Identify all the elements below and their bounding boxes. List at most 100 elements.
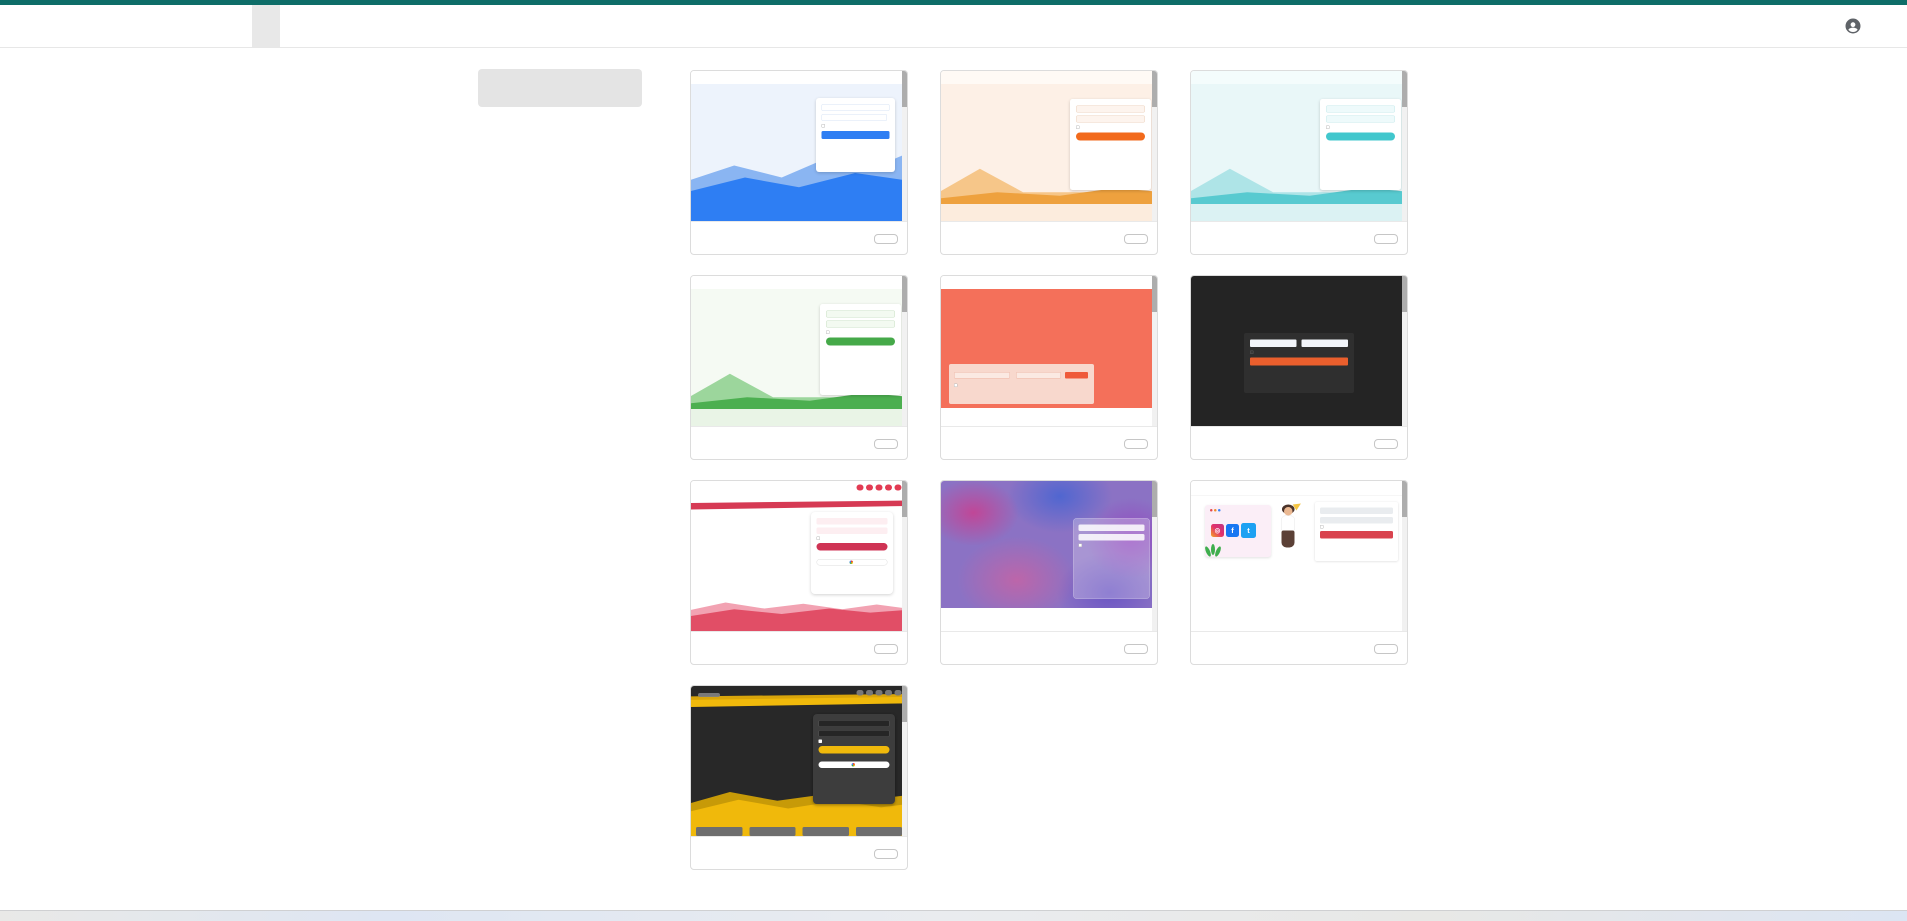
nav-item-appearance[interactable] (252, 5, 280, 47)
theme-preview-creon-v1 (691, 686, 907, 837)
edit-code-button[interactable] (874, 438, 898, 449)
preview-password-input (1326, 115, 1395, 123)
mountain-strip (941, 204, 1157, 221)
preview-password-input (1016, 372, 1061, 379)
preview-signin-button (816, 543, 888, 551)
sidebar-item-blogs[interactable] (478, 195, 642, 233)
preview-login-form (813, 714, 895, 804)
sidebar-item-integrations[interactable] (478, 279, 642, 317)
active-theme-badge (698, 693, 720, 697)
preview-login-button (826, 337, 895, 346)
nav-item-tickets[interactable] (112, 5, 140, 47)
card-footer (1191, 632, 1407, 665)
theme-preview-clementine-green (1191, 71, 1407, 222)
nav-item-orders[interactable] (28, 5, 56, 47)
preview-scrollbar (902, 276, 907, 426)
preview-signin-button (1065, 372, 1088, 379)
nav-item-users[interactable] (0, 5, 28, 47)
edit-code-button[interactable] (1124, 438, 1148, 449)
preview-checkbox (1326, 125, 1330, 129)
preview-content (941, 276, 1157, 426)
preview-checkbox (826, 330, 830, 334)
preview-checkbox (816, 536, 820, 540)
preview-nav-pills (856, 484, 902, 491)
sidebar-item-languages[interactable] (478, 153, 642, 191)
edit-code-button[interactable] (1124, 233, 1148, 244)
preview-username-input (826, 310, 895, 318)
preview-scrollbar (902, 686, 907, 836)
preview-google-button (816, 559, 888, 566)
theme-preview-simplify-blue (691, 71, 907, 222)
edit-code-button[interactable] (874, 848, 898, 859)
appearance-sidebar (478, 69, 642, 405)
preview-password-input (821, 114, 887, 121)
preview-headline (698, 522, 810, 531)
theme-preview-clementine (941, 71, 1157, 222)
preview-login-form (1073, 518, 1150, 599)
wave-shape (691, 694, 907, 707)
feature-cards (696, 827, 902, 836)
preview-password-input (1301, 339, 1348, 347)
google-icon (849, 560, 853, 564)
preview-content: ◎ f t (1191, 481, 1407, 631)
card-footer (691, 222, 907, 255)
nav-item-reports[interactable] (224, 5, 252, 47)
theme-card-clementine (940, 70, 1158, 255)
preview-content (691, 481, 907, 631)
theme-preview-simplify-v2 (691, 481, 907, 632)
preview-username-input (1078, 524, 1145, 531)
preview-login-form (816, 98, 895, 172)
preview-password-input (818, 730, 890, 737)
card-footer (941, 427, 1157, 460)
preview-username-input (1250, 339, 1297, 347)
main-nav (0, 5, 1907, 48)
theme-card-xblur (940, 480, 1158, 665)
nav-item-services[interactable] (56, 5, 84, 47)
nav-item-child-panels[interactable] (168, 5, 196, 47)
preview-header (691, 686, 907, 699)
preview-checkbox (821, 124, 825, 128)
wave-shape (691, 597, 907, 631)
preview-scrollbar (902, 71, 907, 221)
preview-password-input (1320, 517, 1393, 524)
sidebar-item-themes[interactable] (478, 69, 642, 107)
card-footer (1191, 427, 1407, 460)
twitter-icon: t (1241, 523, 1256, 538)
instagram-icon: ◎ (1211, 524, 1224, 537)
preview-content (941, 481, 1157, 631)
nav-item-affiliates[interactable] (140, 5, 168, 47)
preview-username-input (816, 518, 888, 525)
edit-code-button[interactable] (1124, 643, 1148, 654)
theme-preview-engaging (941, 276, 1157, 427)
mountain-strip (691, 409, 907, 426)
preview-password-input (826, 320, 895, 328)
theme-preview-xblur (941, 481, 1157, 632)
preview-scrollbar (1152, 71, 1157, 221)
preview-password-input (1078, 534, 1145, 541)
edit-code-button[interactable] (874, 643, 898, 654)
preview-header (941, 481, 1157, 494)
edit-code-button[interactable] (874, 233, 898, 244)
account-icon[interactable] (1844, 17, 1862, 35)
nav-item-payments[interactable] (84, 5, 112, 47)
preview-content (941, 71, 1157, 221)
preview-login-button (1326, 132, 1395, 141)
theme-preview-simplify-dark (1191, 276, 1407, 427)
preview-checkbox (1320, 525, 1324, 529)
edit-code-button[interactable] (1374, 438, 1398, 449)
preview-signin-button (1320, 531, 1393, 539)
nav-item-settings[interactable] (280, 5, 308, 47)
preview-google-button (818, 761, 890, 768)
nav-item-activity[interactable] (196, 5, 224, 47)
sidebar-item-pages[interactable] (478, 111, 642, 149)
sidebar-item-menu[interactable] (478, 237, 642, 275)
preview-checkbox (954, 383, 958, 387)
edit-code-button[interactable] (1374, 643, 1398, 654)
edit-code-button[interactable] (1374, 233, 1398, 244)
preview-header (941, 276, 1157, 289)
footer-bar (0, 910, 1907, 921)
sidebar-item-currency[interactable] (478, 321, 642, 359)
preview-password-input (1076, 115, 1145, 123)
sidebar-item-file[interactable] (478, 363, 642, 401)
preview-checkbox (818, 739, 822, 743)
